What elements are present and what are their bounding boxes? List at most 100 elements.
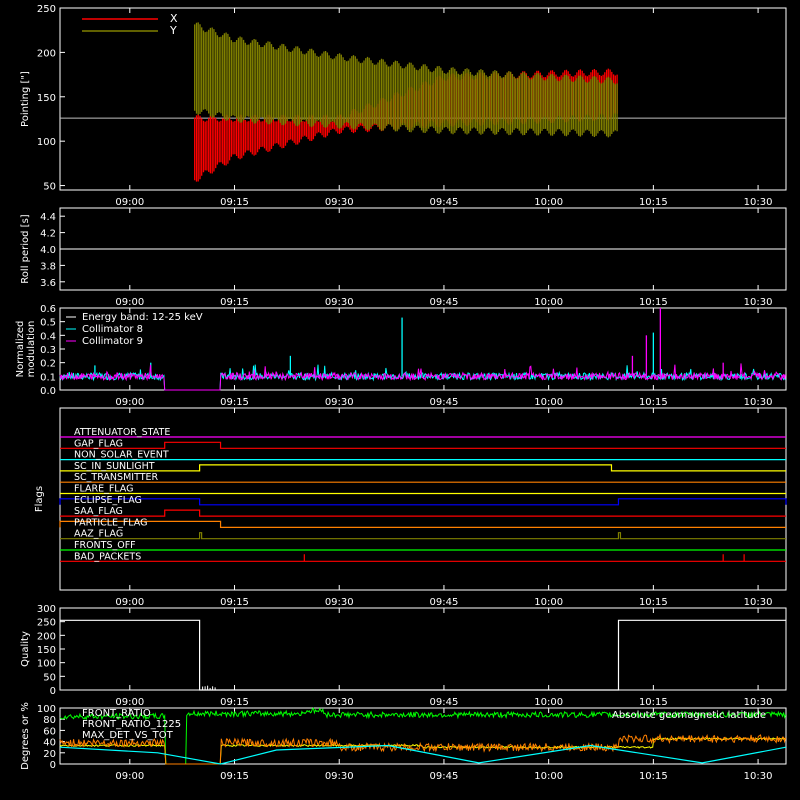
legend-label-geomagnetic-latitude: Absolute geomagnetic latitude [612, 710, 766, 721]
x-tick-label-4-5: 10:15 [639, 697, 668, 708]
y-tick-label-1-1: 3.8 [40, 261, 56, 272]
x-tick-label-0-4: 10:00 [534, 197, 563, 208]
panel-frame-5 [59, 707, 787, 765]
flag-label-flare-flag: FLARE_FLAG [74, 484, 134, 495]
y-axis-label-2: modulation [26, 321, 37, 378]
y-axis-label-0: Pointing ["] [20, 71, 31, 127]
x-tick-label-1-4: 10:00 [534, 297, 563, 308]
series-max-det-vs-tot [59, 733, 787, 765]
legend-label-collimator-8: Collimator 8 [82, 324, 143, 335]
x-tick-label-1-2: 09:30 [325, 297, 354, 308]
y-tick-label-2-3: 0.3 [40, 345, 56, 356]
x-tick-label-4-4: 10:00 [534, 697, 563, 708]
legend-label-max-det-vs-tot: MAX_DET_VS_TOT [82, 730, 174, 741]
x-tick-label-2-2: 09:30 [325, 397, 354, 408]
y-tick-label-4-1: 50 [43, 672, 56, 683]
x-tick-label-3-0: 09:00 [115, 597, 144, 608]
flag-label-non-solar-event: NON_SOLAR_EVENT [74, 450, 169, 461]
x-tick-label-2-1: 09:15 [220, 397, 249, 408]
x-tick-label-1-5: 10:15 [639, 297, 668, 308]
flag-line-bad-packets [60, 554, 786, 562]
y-tick-label-2-5: 0.5 [40, 318, 56, 329]
x-tick-label-1-0: 09:00 [115, 297, 144, 308]
y-axis-label-4: Quality [20, 631, 31, 667]
x-tick-label-3-2: 09:30 [325, 597, 354, 608]
y-tick-label-1-2: 4.0 [40, 245, 56, 256]
legend-energy-band: Energy band: 12-25 keV [82, 312, 203, 323]
y-tick-label-4-0: 0 [50, 686, 56, 697]
x-tick-label-0-3: 09:45 [430, 197, 459, 208]
flag-label-saa-flag: SAA_FLAG [74, 506, 123, 517]
x-tick-label-3-5: 10:15 [639, 597, 668, 608]
x-tick-label-4-6: 10:30 [744, 697, 773, 708]
x-tick-label-3-1: 09:15 [220, 597, 249, 608]
y-tick-label-5-1: 20 [43, 749, 56, 760]
flag-label-bad-packets: BAD_PACKETS [74, 551, 141, 562]
x-tick-label-5-4: 10:00 [534, 771, 563, 782]
flag-label-eclipse-flag: ECLIPSE_FLAG [74, 495, 142, 506]
y-tick-label-5-2: 40 [43, 738, 56, 749]
legend-label-collimator-9: Collimator 9 [82, 336, 143, 347]
x-tick-label-2-0: 09:00 [115, 397, 144, 408]
flag-line-eclipse-flag [59, 498, 787, 506]
series-geomagnetic-latitude [59, 744, 787, 765]
x-tick-label-2-6: 10:30 [744, 397, 773, 408]
y-tick-label-1-0: 3.6 [40, 278, 56, 289]
quality-line [60, 619, 786, 691]
y-axis-label-3: Flags [34, 486, 45, 512]
x-tick-label-5-6: 10:30 [744, 771, 773, 782]
y-tick-label-1-3: 4.2 [40, 229, 56, 240]
flag-line-particle-flag [59, 520, 786, 528]
y-tick-label-5-3: 60 [43, 726, 56, 737]
x-tick-label-0-0: 09:00 [115, 197, 144, 208]
x-tick-label-3-4: 10:00 [534, 597, 563, 608]
x-tick-label-0-6: 10:30 [744, 197, 773, 208]
flag-label-gap-flag: GAP_FLAG [74, 438, 123, 449]
y-tick-label-4-2: 100 [37, 659, 56, 670]
legend-label-x: X [170, 12, 178, 25]
y-tick-label-5-0: 0 [50, 760, 56, 771]
flag-line-aaz-flag [60, 532, 786, 540]
y-tick-label-2-1: 0.1 [40, 372, 56, 383]
flag-line-gap-flag [60, 441, 786, 449]
y-tick-label-2-4: 0.4 [40, 331, 56, 342]
x-tick-label-5-3: 09:45 [430, 771, 459, 782]
y-tick-label-4-6: 300 [37, 604, 56, 615]
x-tick-label-3-6: 10:30 [744, 597, 773, 608]
x-tick-label-2-4: 10:00 [534, 397, 563, 408]
x-tick-label-2-5: 10:15 [639, 397, 668, 408]
panel-frame-0 [59, 7, 787, 191]
x-tick-label-0-5: 10:15 [639, 197, 668, 208]
flag-label-aaz-flag: AAZ_FLAG [74, 529, 123, 540]
y-tick-label-0-4: 250 [37, 4, 56, 15]
x-tick-label-0-2: 09:30 [325, 197, 354, 208]
x-tick-label-4-3: 09:45 [430, 697, 459, 708]
y-tick-label-4-3: 150 [37, 645, 56, 656]
y-tick-label-2-6: 0.6 [40, 304, 56, 315]
flag-label-attenuator-state: ATTENUATOR_STATE [74, 427, 170, 438]
flag-label-fronts-off: FRONTS_OFF [74, 540, 136, 551]
x-tick-label-1-6: 10:30 [744, 297, 773, 308]
x-tick-label-2-3: 09:45 [430, 397, 459, 408]
y-axis-label-2: Normalized [15, 321, 26, 378]
y-tick-label-5-5: 100 [37, 704, 56, 715]
x-tick-label-1-3: 09:45 [430, 297, 459, 308]
flag-label-particle-flag: PARTICLE_FLAG [74, 517, 147, 528]
y-axis-label-1: Roll period [s] [20, 214, 31, 283]
modulation-collimator-9 [59, 363, 786, 391]
y-tick-label-0-0: 50 [43, 182, 56, 193]
flag-line-saa-flag [60, 509, 786, 517]
x-tick-label-5-1: 09:15 [220, 771, 249, 782]
legend-label-front-ratio-1225: FRONT_RATIO_1225 [82, 719, 181, 730]
y-tick-label-4-5: 250 [37, 618, 56, 629]
legend-label-y: Y [169, 24, 177, 37]
flag-label-sc-in-sunlight: SC_IN_SUNLIGHT [74, 461, 155, 472]
flag-label-sc-transmitter: SC_TRANSMITTER [74, 472, 159, 483]
y-tick-label-2-0: 0.0 [40, 386, 56, 397]
y-tick-label-1-4: 4.4 [40, 212, 56, 223]
y-tick-label-4-4: 200 [37, 631, 56, 642]
y-tick-label-0-2: 150 [37, 93, 56, 104]
y-tick-label-0-3: 200 [37, 48, 56, 59]
